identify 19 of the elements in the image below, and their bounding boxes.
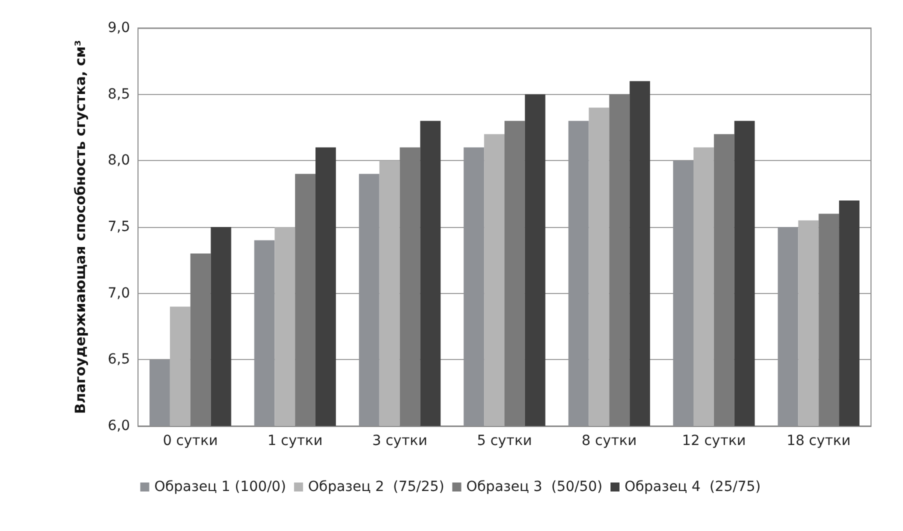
y-tick-label: 6,5: [108, 352, 130, 368]
legend-label: Образец 4 (25/75): [624, 479, 761, 495]
x-tick-label: 0 сутки: [162, 433, 218, 449]
x-tick-label: 12 сутки: [682, 433, 746, 449]
y-tick-label: 8,5: [108, 86, 130, 102]
legend-label: Образец 2 (75/25): [308, 479, 444, 495]
x-tick-label: 5 сутки: [476, 433, 532, 449]
x-tick-label: 18 сутки: [786, 433, 851, 449]
y-tick-label: 9,0: [108, 20, 130, 36]
y-tick-label: 8,0: [108, 152, 130, 169]
legend-label: Образец 1 (100/0): [154, 479, 286, 495]
x-tick-label: 8 сутки: [582, 433, 637, 449]
y-tick-label: 6,0: [108, 418, 130, 434]
y-axis-title: Влагоудержиающая способность сгустка, см³: [73, 40, 89, 414]
y-tick-label: 7,5: [108, 219, 130, 235]
legend-label: Образец 3 (50/50): [466, 479, 603, 495]
y-tick-label: 7,0: [108, 285, 130, 302]
x-tick-label: 3 сутки: [372, 433, 428, 449]
x-tick-label: 1 сутки: [268, 433, 323, 449]
